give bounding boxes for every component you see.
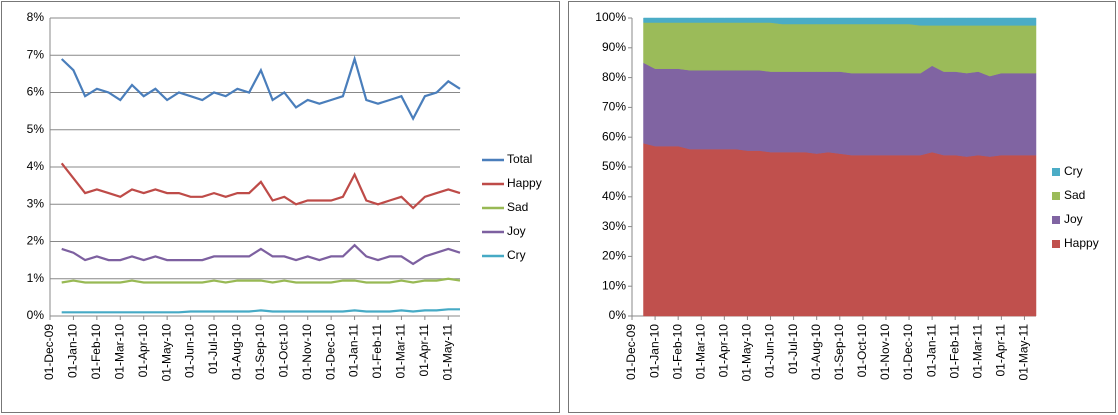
x-tick-label: 01-Feb-11 bbox=[947, 324, 961, 379]
x-tick-label: 01-Dec-10 bbox=[323, 324, 337, 380]
legend-label: Happy bbox=[507, 176, 542, 190]
y-tick-label: 60% bbox=[602, 129, 626, 143]
x-tick-label: 01-Jan-10 bbox=[66, 324, 80, 378]
y-tick-label: 2% bbox=[27, 234, 45, 248]
series-area bbox=[643, 17, 1037, 26]
x-tick-label: 01-Jul-10 bbox=[206, 324, 220, 374]
series-area bbox=[643, 22, 1037, 77]
x-tick-label: 01-Jun-10 bbox=[763, 324, 777, 378]
x-tick-label: 01-Feb-10 bbox=[670, 324, 684, 380]
y-tick-label: 30% bbox=[602, 219, 626, 233]
series-line bbox=[60, 55, 461, 121]
x-tick-label: 01-Dec-09 bbox=[624, 324, 638, 380]
y-tick-label: 90% bbox=[602, 40, 626, 54]
x-tick-label: 01-Sep-10 bbox=[253, 324, 267, 380]
x-tick-label: 01-Jan-10 bbox=[647, 324, 661, 378]
x-tick-label: 01-Feb-10 bbox=[89, 324, 103, 380]
x-tick-label: 01-May-11 bbox=[440, 324, 454, 381]
legend-label: Cry bbox=[1064, 164, 1083, 178]
series-area bbox=[643, 142, 1037, 317]
x-tick-label: 01-May-10 bbox=[159, 324, 173, 382]
x-tick-label: 01-Sep-10 bbox=[832, 324, 846, 380]
series-line bbox=[61, 243, 461, 266]
legend-label: Joy bbox=[1064, 212, 1083, 226]
x-tick-label: 01-Nov-10 bbox=[300, 324, 314, 380]
legend-label: Sad bbox=[507, 200, 528, 214]
legend-swatch bbox=[1052, 240, 1060, 248]
x-tick-label: 01-Mar-10 bbox=[112, 324, 126, 380]
y-tick-label: 80% bbox=[602, 70, 626, 84]
y-tick-label: 8% bbox=[27, 10, 45, 24]
y-tick-label: 6% bbox=[27, 85, 45, 99]
x-tick-label: 01-Jun-10 bbox=[183, 324, 197, 378]
y-tick-label: 50% bbox=[602, 159, 626, 173]
y-tick-label: 40% bbox=[602, 189, 626, 203]
x-tick-label: 01-Jan-11 bbox=[924, 324, 938, 377]
legend-label: Sad bbox=[1064, 188, 1085, 202]
x-tick-label: 01-Dec-10 bbox=[901, 324, 915, 380]
x-tick-label: 01-Mar-11 bbox=[394, 324, 408, 379]
x-tick-label: 01-Jan-11 bbox=[347, 324, 361, 377]
x-tick-label: 01-Oct-10 bbox=[855, 324, 869, 378]
x-tick-label: 01-Mar-10 bbox=[693, 324, 707, 380]
x-tick-label: 01-Apr-11 bbox=[417, 324, 431, 377]
x-tick-label: 01-Nov-10 bbox=[878, 324, 892, 380]
x-tick-label: 01-Jul-10 bbox=[786, 324, 800, 374]
series-line bbox=[61, 308, 460, 314]
y-tick-label: 0% bbox=[609, 308, 627, 322]
y-tick-label: 1% bbox=[27, 271, 45, 285]
x-tick-label: 01-Dec-09 bbox=[42, 324, 56, 380]
y-tick-label: 10% bbox=[602, 278, 626, 292]
series-line bbox=[60, 162, 461, 210]
legend-swatch bbox=[1052, 168, 1060, 176]
legend-swatch bbox=[1052, 216, 1060, 224]
legend-label: Cry bbox=[507, 248, 526, 262]
y-tick-label: 70% bbox=[602, 100, 626, 114]
x-tick-label: 01-May-11 bbox=[1017, 324, 1031, 381]
x-tick-label: 01-Aug-10 bbox=[809, 324, 823, 380]
x-tick-label: 01-Feb-11 bbox=[370, 324, 384, 379]
legend-label: Total bbox=[507, 152, 532, 166]
y-tick-label: 100% bbox=[595, 10, 626, 24]
left-panel bbox=[1, 1, 560, 413]
legend-swatch bbox=[1052, 192, 1060, 200]
x-tick-label: 01-Aug-10 bbox=[230, 324, 244, 380]
x-tick-label: 01-Apr-10 bbox=[717, 324, 731, 378]
y-tick-label: 5% bbox=[27, 122, 45, 136]
x-tick-label: 01-May-10 bbox=[740, 324, 754, 382]
series-line bbox=[61, 277, 461, 284]
x-tick-label: 01-Apr-10 bbox=[136, 324, 150, 378]
x-tick-label: 01-Mar-11 bbox=[970, 324, 984, 379]
legend-label: Happy bbox=[1064, 236, 1099, 250]
y-tick-label: 3% bbox=[27, 196, 45, 210]
y-tick-label: 20% bbox=[602, 249, 626, 263]
x-tick-label: 01-Apr-11 bbox=[994, 324, 1008, 377]
y-tick-label: 0% bbox=[27, 308, 45, 322]
x-tick-label: 01-Oct-10 bbox=[276, 324, 290, 378]
y-tick-label: 4% bbox=[27, 159, 45, 173]
legend-label: Joy bbox=[507, 224, 526, 238]
series-area bbox=[643, 62, 1037, 157]
y-tick-label: 7% bbox=[27, 47, 45, 61]
